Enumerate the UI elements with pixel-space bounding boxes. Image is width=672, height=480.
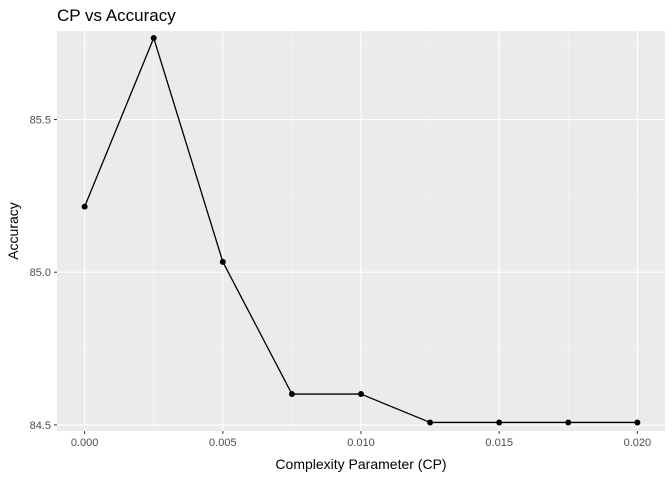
y-axis-title: Accuracy [5,202,21,260]
y-axis: 84.5 85.0 85.5 [30,115,57,432]
x-tick-label: 0.010 [347,437,375,449]
x-axis: 0.000 0.005 0.010 0.015 0.020 [71,431,651,449]
major-gridlines [57,31,665,431]
x-tick-label: 0.020 [624,437,652,449]
y-tick-label: 85.5 [30,115,51,127]
data-point [565,419,572,426]
x-tick-label: 0.005 [209,437,237,449]
chart-title: CP vs Accuracy [57,6,176,25]
x-tick-label: 0.000 [71,437,99,449]
data-point [81,203,88,210]
data-point [496,419,503,426]
data-point [219,258,226,265]
data-point [358,391,364,398]
series-accuracy [81,35,641,426]
y-tick-label: 84.5 [30,420,51,432]
data-point [427,419,434,426]
data-point [150,35,157,42]
x-tick-label: 0.015 [485,437,513,449]
data-point [634,419,641,426]
x-axis-title: Complexity Parameter (CP) [275,456,446,472]
y-tick-label: 85.0 [30,267,51,279]
data-point [288,391,295,398]
